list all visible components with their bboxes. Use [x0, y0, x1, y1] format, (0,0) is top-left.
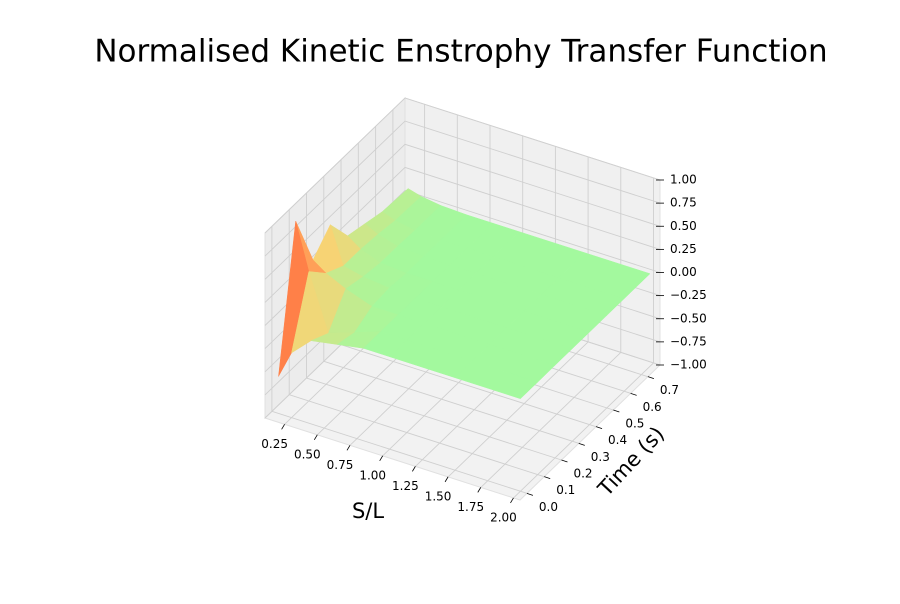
- x-tick: [510, 497, 514, 504]
- y-tick: [544, 476, 551, 480]
- y-tick-label: 0.7: [660, 383, 679, 397]
- y-tick-label: 0.6: [643, 400, 662, 414]
- y-tick-label: 0.2: [573, 467, 592, 481]
- surface-face: [454, 360, 539, 399]
- z-tick-label: 0.75: [670, 196, 697, 210]
- x-tick-label: 1.00: [359, 468, 386, 482]
- x-tick: [477, 487, 482, 493]
- y-tick-label: 0.1: [556, 483, 575, 497]
- x-tick-label: 1.50: [425, 489, 452, 503]
- x-tick-label: 0.25: [261, 437, 288, 451]
- z-tick-label: 1.00: [670, 173, 697, 187]
- x-tick: [281, 424, 285, 430]
- y-tick: [630, 392, 637, 396]
- y-tick: [561, 459, 568, 463]
- chart-title: Normalised Kinetic Enstrophy Transfer Fu…: [94, 34, 827, 70]
- grid-line: [264, 97, 661, 234]
- y-tick-label: 0.5: [625, 417, 644, 431]
- z-tick-label: 0.25: [670, 242, 697, 256]
- y-tick-label: 0.4: [608, 433, 627, 447]
- z-tick-label: −1.00: [670, 358, 707, 372]
- x-axis-label: S/L: [352, 499, 384, 523]
- x-tick-label: 0.75: [327, 458, 354, 472]
- y-tick: [595, 426, 603, 430]
- x-tick: [313, 434, 318, 441]
- z-tick-label: 0.50: [670, 219, 697, 233]
- grid-line: [264, 143, 661, 280]
- z-tick-label: 0.00: [670, 265, 697, 279]
- x-tick: [412, 466, 416, 472]
- x-tick: [346, 445, 351, 451]
- y-tick: [578, 442, 585, 446]
- x-tick-label: 1.25: [392, 479, 419, 493]
- y-tick: [613, 409, 620, 413]
- x-tick: [379, 455, 384, 462]
- x-tick: [444, 476, 449, 483]
- z-tick-label: −0.25: [670, 288, 707, 302]
- z-tick-label: −0.50: [670, 311, 707, 325]
- y-tick: [647, 376, 655, 380]
- x-tick-label: 0.50: [294, 447, 321, 461]
- x-tick-label: 2.00: [490, 510, 517, 524]
- y-tick: [526, 492, 534, 496]
- y-tick-label: 0.0: [539, 500, 558, 514]
- z-tick-label: −0.75: [670, 334, 707, 348]
- grid-line: [264, 120, 661, 257]
- y-tick-label: 0.3: [591, 450, 610, 464]
- x-tick-label: 1.75: [457, 500, 484, 514]
